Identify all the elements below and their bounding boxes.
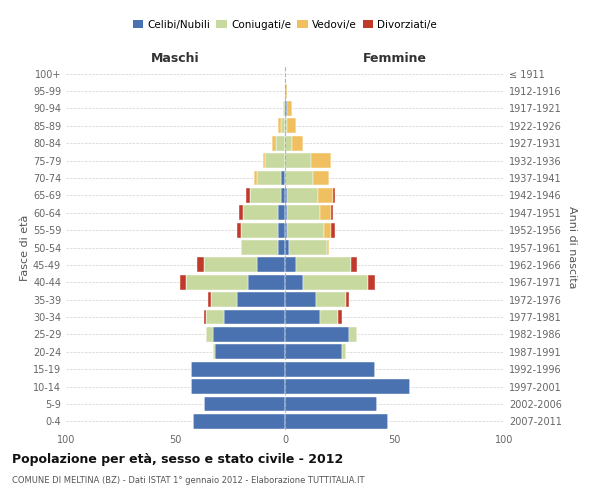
Bar <box>287 101 292 116</box>
Bar <box>265 153 285 168</box>
Bar <box>285 170 313 186</box>
Bar <box>285 414 388 428</box>
Y-axis label: Fasce di età: Fasce di età <box>20 214 30 280</box>
Bar <box>285 344 342 359</box>
Bar <box>244 206 278 220</box>
Bar <box>302 275 368 289</box>
Bar <box>283 101 285 116</box>
Bar <box>257 170 281 186</box>
Bar <box>285 327 349 342</box>
Bar <box>331 222 335 238</box>
Bar <box>278 222 285 238</box>
Bar <box>224 310 285 324</box>
Bar <box>278 118 281 133</box>
Bar <box>285 153 311 168</box>
Bar <box>285 362 375 376</box>
Bar <box>285 396 377 411</box>
Bar <box>346 292 349 307</box>
Bar <box>197 258 204 272</box>
Bar <box>278 240 285 255</box>
Bar <box>287 188 318 202</box>
Bar <box>368 275 375 289</box>
Bar <box>254 170 257 186</box>
Bar <box>285 222 287 238</box>
Bar <box>287 118 296 133</box>
Bar <box>206 327 213 342</box>
Bar <box>208 292 211 307</box>
Text: COMUNE DI MELTINA (BZ) - Dati ISTAT 1° gennaio 2012 - Elaborazione TUTTITALIA.IT: COMUNE DI MELTINA (BZ) - Dati ISTAT 1° g… <box>12 476 365 485</box>
Bar <box>206 310 224 324</box>
Bar <box>285 379 410 394</box>
Bar <box>180 275 187 289</box>
Bar <box>239 206 244 220</box>
Bar <box>237 292 285 307</box>
Bar <box>350 258 357 272</box>
Bar <box>193 414 285 428</box>
Bar <box>285 118 287 133</box>
Bar <box>285 258 296 272</box>
Bar <box>191 362 285 376</box>
Bar <box>257 258 285 272</box>
Bar <box>331 206 333 220</box>
Bar <box>311 153 331 168</box>
Bar <box>213 327 285 342</box>
Bar <box>187 275 248 289</box>
Legend: Celibi/Nubili, Coniugati/e, Vedovi/e, Divorziati/e: Celibi/Nubili, Coniugati/e, Vedovi/e, Di… <box>128 16 442 34</box>
Bar <box>285 101 287 116</box>
Bar <box>285 188 287 202</box>
Bar <box>349 327 357 342</box>
Text: Maschi: Maschi <box>151 52 200 65</box>
Bar <box>285 310 320 324</box>
Bar <box>272 136 276 150</box>
Bar <box>289 240 326 255</box>
Bar <box>285 275 302 289</box>
Bar <box>263 153 265 168</box>
Bar <box>241 240 278 255</box>
Bar <box>338 310 342 324</box>
Bar <box>342 344 346 359</box>
Bar <box>204 310 206 324</box>
Bar <box>285 84 287 98</box>
Bar <box>326 240 329 255</box>
Bar <box>287 206 320 220</box>
Bar <box>296 258 350 272</box>
Bar <box>276 136 285 150</box>
Bar <box>191 379 285 394</box>
Bar <box>316 292 346 307</box>
Bar <box>313 170 329 186</box>
Bar <box>281 170 285 186</box>
Bar <box>318 188 333 202</box>
Bar <box>204 396 285 411</box>
Bar <box>320 310 338 324</box>
Bar <box>213 344 215 359</box>
Bar <box>281 188 285 202</box>
Bar <box>285 136 292 150</box>
Y-axis label: Anni di nascita: Anni di nascita <box>567 206 577 289</box>
Bar <box>333 188 335 202</box>
Bar <box>285 292 316 307</box>
Bar <box>204 258 257 272</box>
Bar <box>215 344 285 359</box>
Bar <box>248 275 285 289</box>
Bar <box>287 222 325 238</box>
Bar <box>285 240 289 255</box>
Bar <box>320 206 331 220</box>
Bar <box>245 188 250 202</box>
Bar <box>281 118 285 133</box>
Bar <box>250 188 281 202</box>
Bar <box>241 222 278 238</box>
Bar <box>292 136 302 150</box>
Text: Femmine: Femmine <box>362 52 427 65</box>
Bar <box>285 206 287 220</box>
Text: Popolazione per età, sesso e stato civile - 2012: Popolazione per età, sesso e stato civil… <box>12 452 343 466</box>
Bar <box>278 206 285 220</box>
Bar <box>211 292 237 307</box>
Bar <box>237 222 241 238</box>
Bar <box>325 222 331 238</box>
